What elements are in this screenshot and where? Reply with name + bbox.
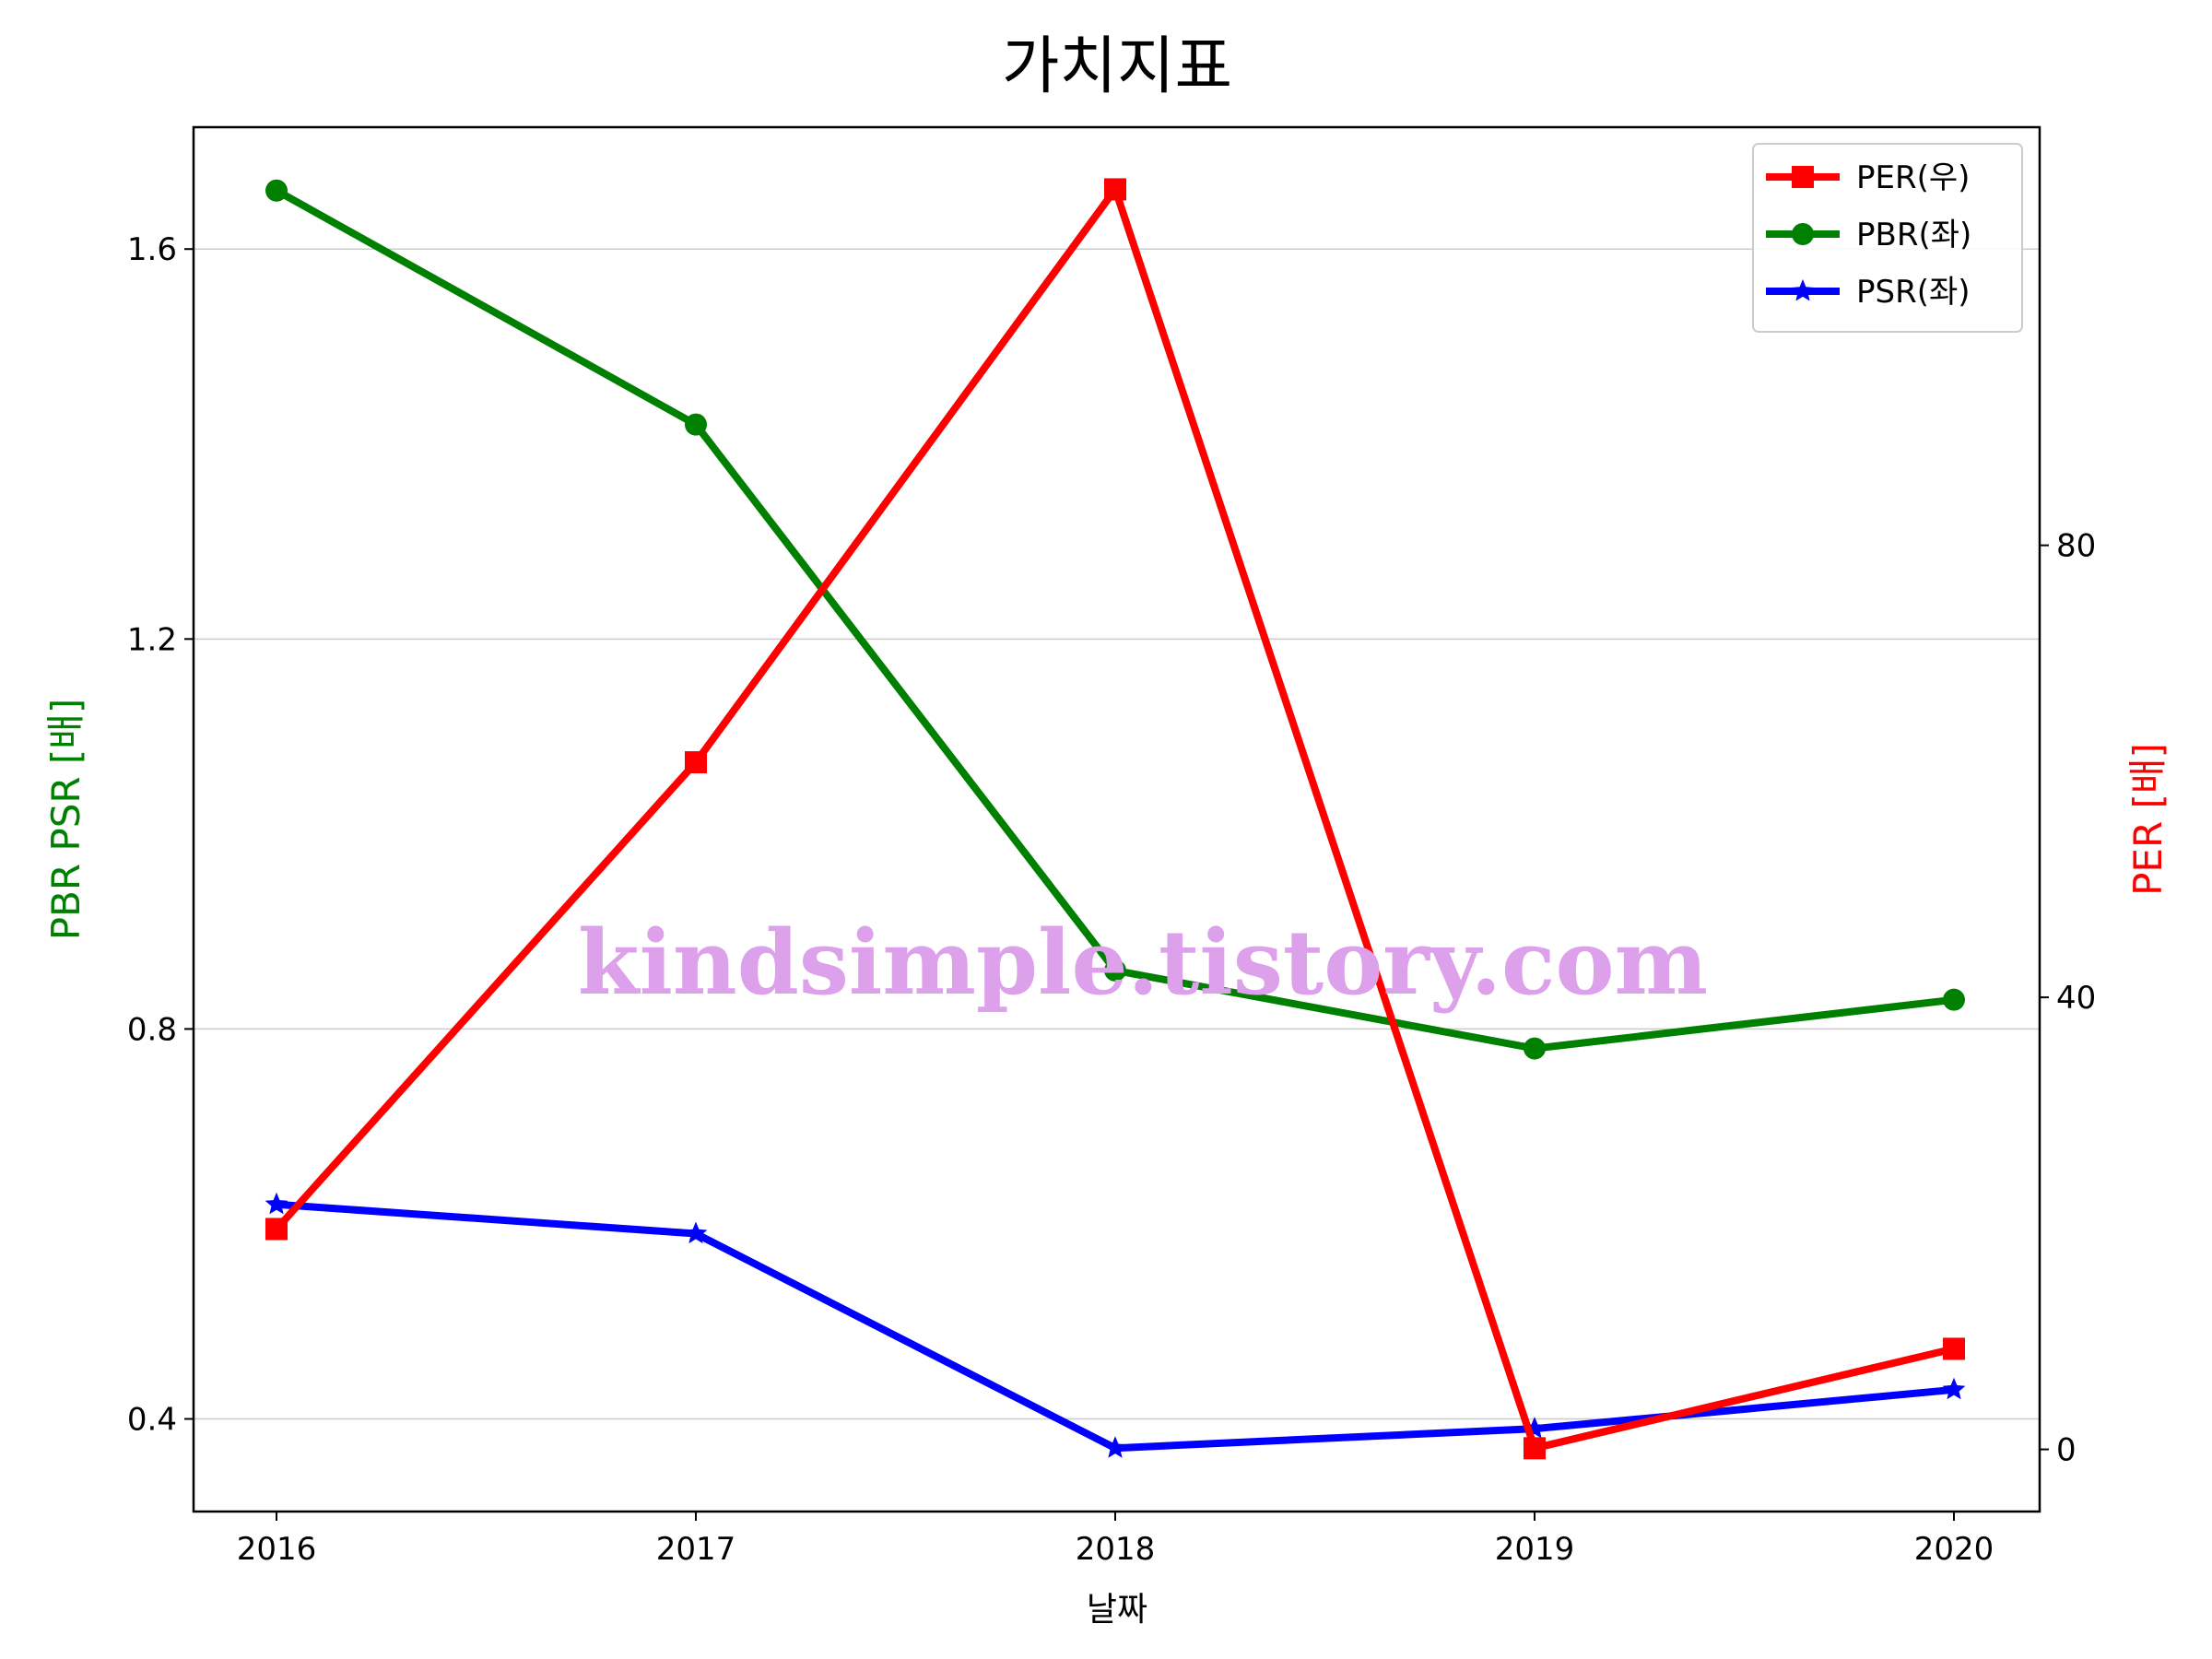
legend: PER(우) PBR(좌) PSR(좌) [1752,143,2023,333]
x-tick-label: 2020 [1914,1531,1994,1568]
legend-marker [1792,166,1814,188]
x-tick-label: 2019 [1495,1531,1575,1568]
x-tick-label: 2016 [237,1531,317,1568]
axes: 0.4 0.8 1.2 1.6 0 40 80 2016 2017 2018 2019 2020 [127,231,2096,1568]
watermark-text: kindsimple.tistory.com [578,911,1708,1015]
data-point [685,413,707,436]
data-point [1943,988,1965,1011]
data-point [265,1218,288,1241]
data-point [685,751,707,774]
data-point [265,179,288,202]
series-square [265,178,1965,1460]
legend-box [1752,143,2023,333]
y-right-tick-label: 0 [2056,1432,2077,1469]
legend-label: PBR(좌) [1856,217,1971,253]
y-axis-left-label: PBR PSR [배] [43,699,88,941]
legend-label: PSR(좌) [1856,274,1971,311]
y-left-tick-label: 1.6 [127,231,177,268]
data-point [684,1221,708,1244]
data-point [1104,959,1126,982]
x-tick-label: 2017 [656,1531,736,1568]
data-point [1942,1377,1966,1400]
y-axis-right-label: PER [배] [2125,743,2171,896]
series-layer [265,178,1966,1460]
data-point [1103,1436,1127,1458]
y-right-tick-label: 80 [2056,528,2096,565]
data-point [1943,1337,1965,1360]
legend-label: PER(우) [1856,159,1970,196]
y-right-tick-label: 40 [2056,980,2096,1017]
y-left-tick-label: 0.8 [127,1011,177,1048]
plot-frame [192,125,2041,1513]
y-left-tick-label: 1.2 [127,621,177,658]
data-point [1524,1037,1546,1060]
x-axis-label: 날짜 [1087,1591,1147,1629]
chart-title: 가치지표 [1002,30,1232,103]
y-left-tick-label: 0.4 [127,1402,177,1439]
grid-lines [194,248,2040,1420]
series-circle [265,179,1965,1060]
legend-marker [1792,223,1814,245]
legend-marker [1791,279,1815,301]
x-tick-label: 2018 [1076,1531,1156,1568]
data-point [1524,1437,1546,1460]
data-point [265,1192,288,1215]
data-point [1104,178,1126,201]
